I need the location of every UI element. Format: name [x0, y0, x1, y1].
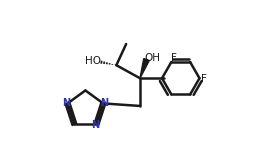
- Text: N: N: [100, 98, 108, 108]
- Text: HO: HO: [85, 56, 101, 66]
- Text: OH: OH: [144, 53, 160, 63]
- Text: F: F: [171, 53, 177, 63]
- Polygon shape: [140, 59, 149, 78]
- Text: F: F: [201, 74, 207, 84]
- Text: N: N: [62, 98, 70, 108]
- Text: N: N: [92, 120, 100, 130]
